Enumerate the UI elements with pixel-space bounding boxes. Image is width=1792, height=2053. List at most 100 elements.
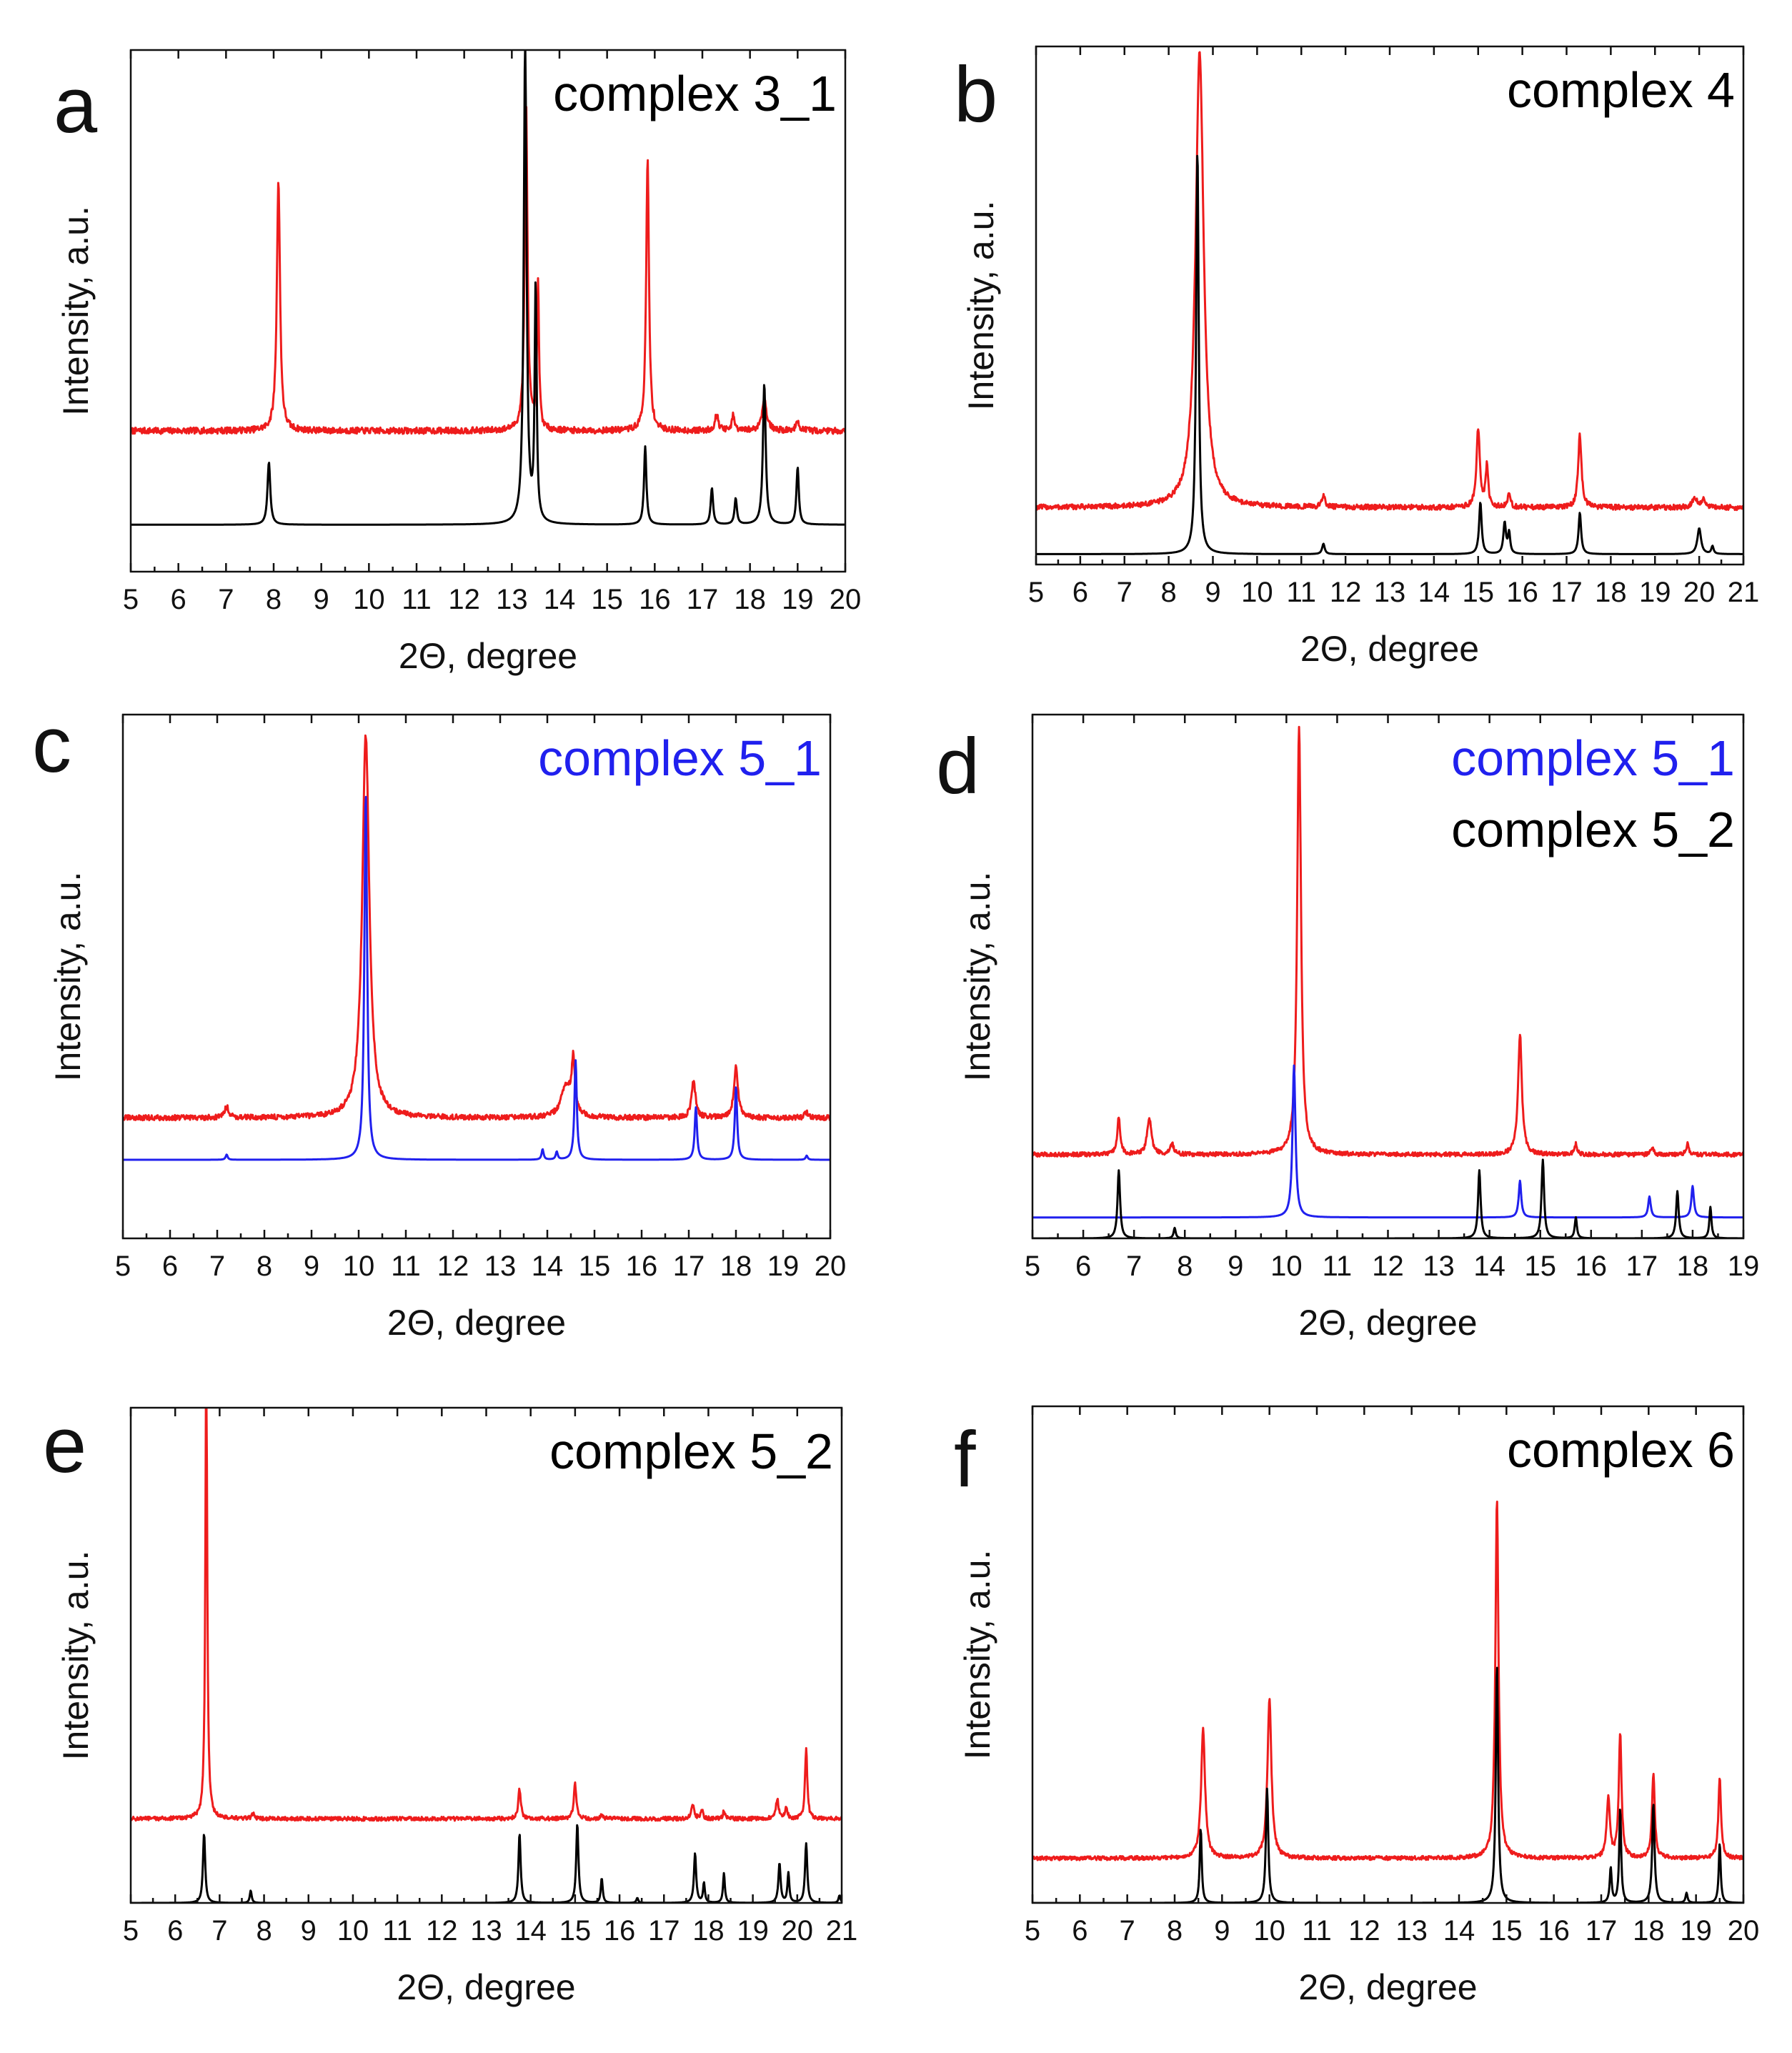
panel-f-x-tick-label: 8: [1167, 1915, 1183, 1947]
panel-d-x-tick-label: 16: [1576, 1251, 1608, 1282]
panel-f-x-tick-label: 14: [1443, 1915, 1475, 1947]
panel-a-x-tick-label: 16: [639, 584, 671, 615]
panel-c-x-tick-label: 19: [767, 1251, 800, 1282]
panel-d-x-tick-label: 15: [1524, 1251, 1556, 1282]
panel-b-y-axis-label: Intensity, a.u.: [961, 201, 1001, 411]
panel-f-x-tick-label: 12: [1348, 1915, 1380, 1947]
panel-e: 5 6 7 8 9 10 11 12 13 14 15 16 17 18 19 20 21 2Θ, degree I…: [43, 1401, 858, 2007]
panel-e-x-tick-label: 15: [559, 1915, 592, 1947]
panel-c-x-tick-label: 15: [579, 1251, 611, 1282]
panel-f-x-tick-label: 18: [1633, 1915, 1665, 1947]
panel-b-series-experimental: [1036, 51, 1743, 512]
panel-d-frame: [1031, 713, 1745, 1240]
panel-f-x-axis-label: 2Θ, degree: [1298, 1967, 1477, 2007]
panel-b-x-tick-label: 7: [1117, 577, 1133, 608]
panel-e-frame: [129, 1406, 843, 1904]
panel-a-x-tick-label: 11: [402, 584, 432, 615]
panel-a-x-tick-label: 13: [496, 584, 528, 615]
panel-f-x-tick-label: 10: [1253, 1915, 1285, 1947]
panel-c-x-tick-label: 6: [162, 1251, 178, 1282]
panel-d-x-tick-label: 19: [1728, 1251, 1760, 1282]
panel-e-x-tick-label: 11: [382, 1915, 412, 1947]
panel-c-series-experimental: [123, 734, 830, 1122]
panel-b-frame: [1035, 45, 1745, 566]
panel-f-x-tick-label: 17: [1586, 1915, 1618, 1947]
panel-a: 5 6 7 8 9 10 11 12 13 14 15 16 17 18 19 20 2Θ, degree Int…: [54, 49, 861, 676]
panel-f-x-tick-label: 11: [1302, 1915, 1332, 1947]
panel-d-series-experimental: [1032, 725, 1743, 1158]
panel-f-x-tick-label: 7: [1120, 1915, 1135, 1947]
panel-c-x-tick-label: 5: [115, 1251, 131, 1282]
panel-a-x-tick-label: 14: [544, 584, 576, 615]
panel-b-x-tick-label: 15: [1463, 577, 1495, 608]
panel-c-series-calculated: [123, 795, 830, 1161]
panel-c-x-tick-label: 18: [720, 1251, 752, 1282]
panel-a-x-tick-label: 8: [266, 584, 282, 615]
panel-f-x-tick-label: 15: [1490, 1915, 1523, 1947]
panel-c-x-tick-label: 12: [437, 1251, 469, 1282]
panel-d-x-tick-label: 13: [1423, 1251, 1455, 1282]
panel-e-x-tick-label: 21: [826, 1915, 858, 1947]
panel-c-x-tick-label: 16: [626, 1251, 658, 1282]
panel-b-x-tick-label: 21: [1728, 577, 1760, 608]
panel-c: 5 6 7 8 9 10 11 12 13 14 15 16 17 18 19 20 2Θ, degree Int…: [32, 701, 846, 1343]
panel-c-x-tick-label: 9: [304, 1251, 319, 1282]
panel-d-x-tick-label: 12: [1372, 1251, 1404, 1282]
panel-b-x-tick-label: 19: [1639, 577, 1671, 608]
panel-b-series-calculated: [1036, 154, 1743, 555]
panel-b-x-tick-label: 17: [1550, 577, 1583, 608]
panel-c-traces: [123, 734, 830, 1161]
panel-d-title-1: complex 5_1: [1451, 730, 1735, 786]
panel-b-x-tick-label: 8: [1161, 577, 1177, 608]
panel-a-x-tick-label: 17: [687, 584, 719, 615]
panel-f-traces: [1032, 1501, 1743, 1903]
panel-c-x-tick-label: 11: [391, 1251, 421, 1282]
panel-e-x-tick-label: 17: [648, 1915, 680, 1947]
panel-e-x-tick-label: 16: [604, 1915, 636, 1947]
panel-c-title-1: complex 5_1: [538, 730, 822, 786]
panel-d: 5 6 7 8 9 10 11 12 13 14 15 16 17 18 19 2Θ, degree Inten…: [936, 713, 1760, 1343]
panel-b-x-tick-label: 16: [1506, 577, 1538, 608]
panel-f-letter: f: [954, 1416, 976, 1503]
panel-c-letter: c: [32, 701, 71, 789]
panel-e-x-tick-label: 7: [211, 1915, 227, 1947]
panel-e-x-tick-label: 9: [301, 1915, 317, 1947]
panel-e-x-tick-label: 12: [426, 1915, 458, 1947]
panel-f-x-tick-label: 19: [1680, 1915, 1712, 1947]
panel-d-x-tick-label: 11: [1323, 1251, 1353, 1282]
panel-a-frame: [129, 49, 847, 573]
panel-a-x-tick-label: 15: [591, 584, 623, 615]
panel-d-x-axis-label: 2Θ, degree: [1298, 1303, 1477, 1343]
panel-c-x-tick-label: 20: [815, 1251, 847, 1282]
panel-e-x-axis-label: 2Θ, degree: [397, 1967, 575, 2007]
panel-d-series-calculated-5_1: [1032, 1064, 1743, 1219]
panel-c-x-tick-label: 17: [673, 1251, 705, 1282]
panel-b: 5 6 7 8 9 10 11 12 13 14 15 16 17 18 19 20 21 2Θ, degree I…: [954, 45, 1760, 669]
panel-f-frame: [1031, 1405, 1745, 1904]
panel-e-series-experimental: [131, 1408, 842, 1822]
panel-e-x-tick-label: 6: [167, 1915, 183, 1947]
panel-a-x-tick-label: 9: [314, 584, 329, 615]
panel-d-x-tick-label: 6: [1075, 1251, 1091, 1282]
panel-e-title-1: complex 5_2: [549, 1423, 833, 1479]
panel-c-x-tick-label: 10: [343, 1251, 375, 1282]
panel-b-traces: [1036, 51, 1743, 555]
panel-b-x-axis-label: 2Θ, degree: [1300, 629, 1479, 669]
panel-d-x-tick-label: 10: [1270, 1251, 1303, 1282]
panel-d-x-tick-label: 7: [1126, 1251, 1142, 1282]
panel-d-series-calculated-5_2: [1032, 1158, 1743, 1238]
panel-e-x-tick-label: 8: [256, 1915, 272, 1947]
panel-b-x-tick-label: 11: [1286, 577, 1316, 608]
panel-a-x-tick-label: 12: [448, 584, 480, 615]
panel-b-title-1: complex 4: [1507, 62, 1735, 118]
panel-e-x-tick-label: 14: [514, 1915, 547, 1947]
panel-e-y-axis-label: Intensity, a.u.: [56, 1551, 96, 1761]
panel-f-x-tick-label: 6: [1072, 1915, 1087, 1947]
panel-e-letter: e: [43, 1401, 86, 1489]
panel-f-x-tick-label: 13: [1395, 1915, 1428, 1947]
panel-f: 5 6 7 8 9 10 11 12 13 14 15 16 17 18 19 20 2Θ, degree Int…: [954, 1405, 1759, 2007]
panel-a-series-calculated: [131, 50, 845, 526]
panel-e-x-tick-label: 10: [337, 1915, 369, 1947]
panel-a-x-tick-label: 18: [734, 584, 766, 615]
panel-e-series-calculated: [131, 1824, 842, 1903]
